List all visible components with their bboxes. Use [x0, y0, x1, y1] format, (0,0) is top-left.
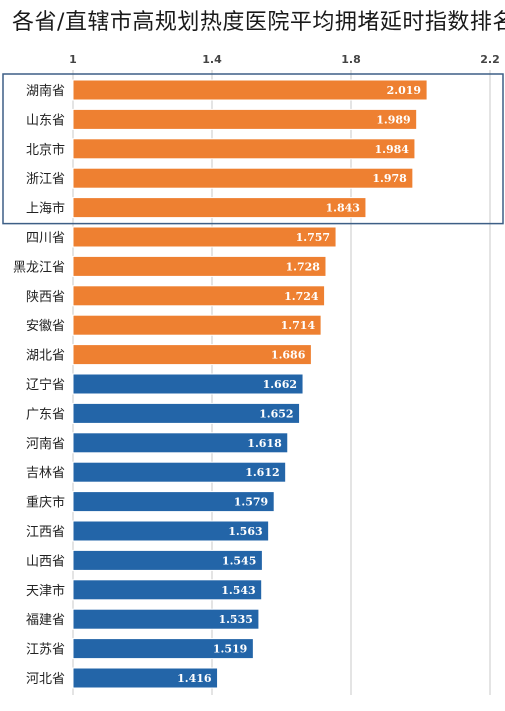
- value-label: 1.612: [245, 466, 279, 479]
- value-label: 1.618: [247, 437, 282, 450]
- category-label: 广东省: [26, 407, 65, 422]
- bar: [72, 314, 322, 336]
- x-axis-ticks: 1 1.4 1.8 2.2: [69, 53, 500, 66]
- bar: [72, 285, 326, 307]
- bar: [72, 138, 416, 160]
- bar: [72, 638, 254, 660]
- bar: [72, 373, 304, 395]
- value-label: 1.757: [296, 231, 330, 244]
- x-tick-label: 1: [69, 53, 77, 66]
- bar: [72, 255, 327, 277]
- bars: [72, 79, 428, 689]
- category-label: 河南省: [26, 436, 65, 452]
- bar: [72, 520, 270, 542]
- bar: [72, 432, 289, 454]
- bar: [72, 579, 263, 601]
- category-label: 重庆市: [26, 495, 65, 511]
- bar: [72, 344, 312, 366]
- category-label: 福建省: [26, 613, 65, 628]
- value-label: 1.652: [259, 407, 293, 420]
- category-label: 山西省: [26, 554, 65, 569]
- value-label: 1.978: [372, 172, 407, 185]
- value-label: 1.579: [234, 496, 268, 509]
- value-label: 1.535: [218, 613, 252, 626]
- category-label: 上海市: [26, 201, 65, 217]
- category-labels: 湖南省山东省北京市浙江省上海市四川省黑龙江省陕西省安徽省湖北省辽宁省广东省河南省…: [13, 83, 65, 687]
- category-label: 四川省: [26, 231, 65, 246]
- value-label: 1.563: [228, 525, 262, 538]
- value-label: 1.843: [325, 202, 359, 215]
- bar: [72, 608, 260, 630]
- bar: [72, 402, 301, 424]
- bar: [72, 108, 418, 130]
- value-label: 1.543: [221, 584, 255, 597]
- bar: [72, 167, 414, 189]
- bar: [72, 491, 275, 513]
- category-label: 黑龙江省: [13, 260, 65, 275]
- category-label: 陕西省: [26, 290, 65, 305]
- value-label: 1.519: [213, 643, 247, 656]
- bar: [72, 549, 263, 571]
- value-label: 1.984: [374, 143, 409, 156]
- category-label: 江苏省: [26, 642, 65, 658]
- value-label: 1.545: [222, 554, 256, 567]
- category-label: 吉林省: [26, 466, 65, 481]
- bar: [72, 197, 367, 219]
- bar: [72, 79, 428, 101]
- value-label: 1.714: [281, 319, 316, 332]
- category-label: 天津市: [26, 583, 65, 599]
- x-tick-label: 1.8: [341, 53, 361, 66]
- value-label: 2.019: [387, 84, 421, 97]
- category-label: 湖南省: [26, 83, 65, 99]
- category-label: 河北省: [26, 672, 65, 687]
- value-label: 1.724: [284, 290, 319, 303]
- top-five-highlight-box: [2, 73, 504, 225]
- value-label: 1.728: [286, 260, 321, 273]
- bar: [72, 461, 287, 483]
- highlight-box: [2, 73, 504, 225]
- value-label: 1.416: [177, 672, 212, 685]
- value-labels: 2.019 1.989 1.984 1.978 1.843 1.757 1.728 1.724…: [177, 84, 421, 685]
- value-label: 1.662: [263, 378, 297, 391]
- category-label: 浙江省: [26, 172, 65, 187]
- category-label: 北京市: [26, 142, 65, 158]
- x-tick-label: 2.2: [480, 53, 500, 66]
- category-label: 安徽省: [26, 319, 65, 334]
- category-label: 江西省: [26, 525, 65, 540]
- x-tick-label: 1.4: [202, 53, 222, 66]
- chart-title: 各省/直辖市高规划热度医院平均拥堵延时指数排名: [12, 10, 505, 35]
- bar: [72, 667, 219, 689]
- category-label: 山东省: [26, 113, 65, 128]
- category-label: 辽宁省: [26, 377, 65, 393]
- value-label: 1.686: [271, 349, 306, 362]
- bar: [72, 226, 337, 248]
- value-label: 1.989: [376, 113, 410, 126]
- category-label: 湖北省: [26, 349, 65, 364]
